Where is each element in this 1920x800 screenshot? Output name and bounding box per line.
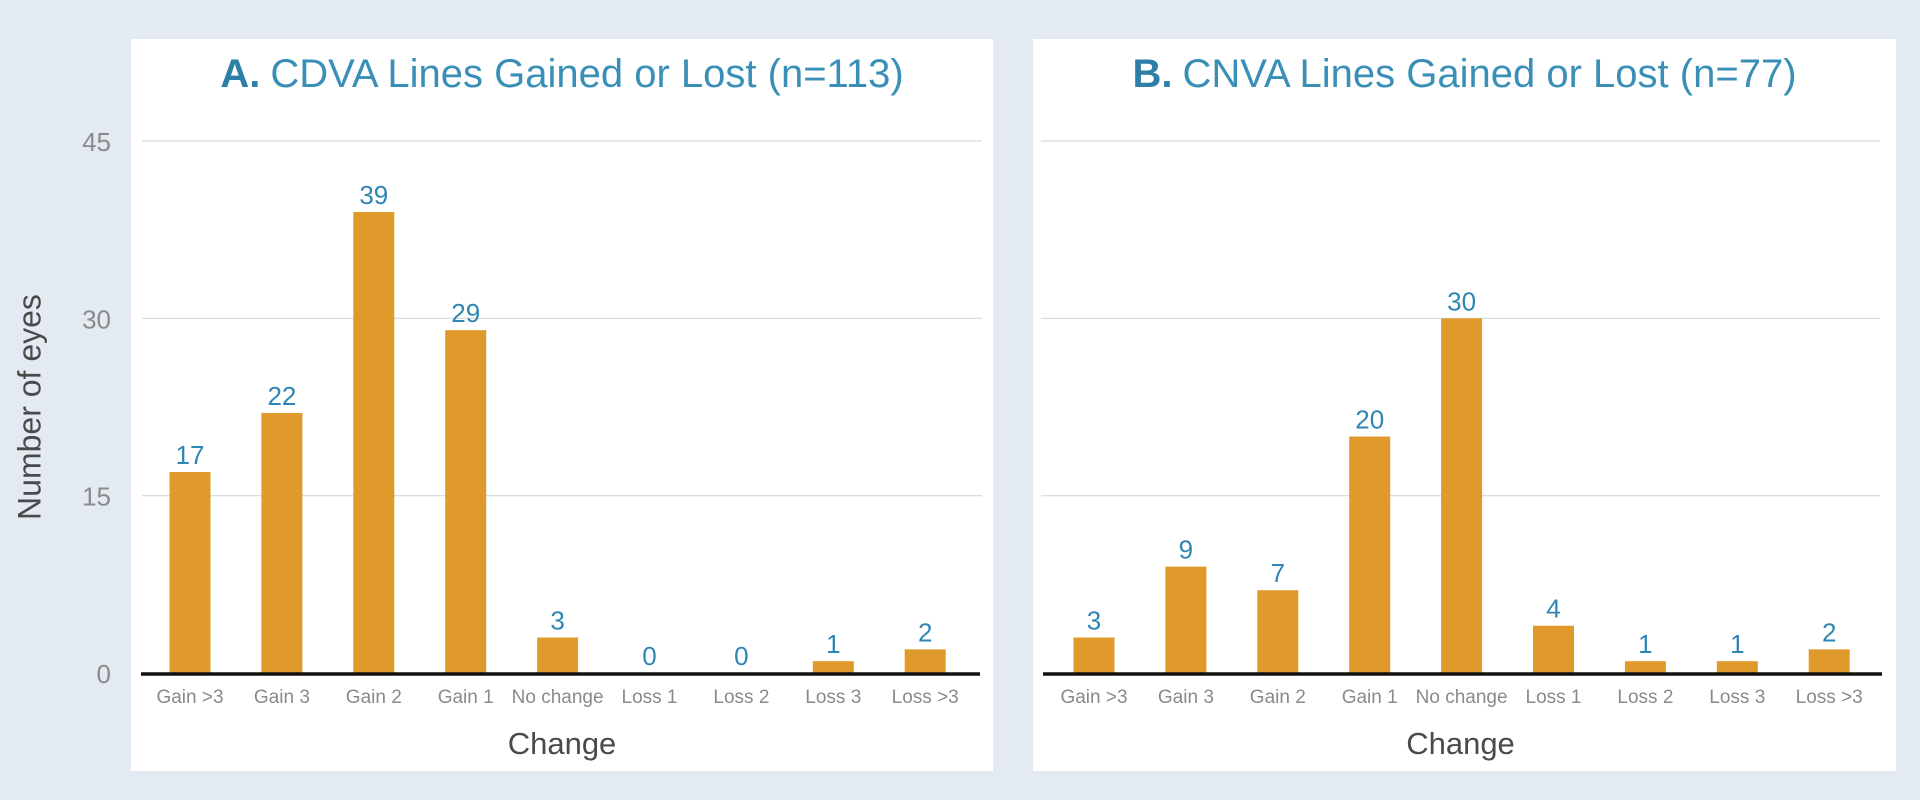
data-label: 2 <box>1822 617 1836 647</box>
panel-b-title: B. CNVA Lines Gained or Lost (n=77) <box>1033 46 1896 102</box>
panel-a-title-text: CDVA Lines Gained or Lost (n=113) <box>270 52 904 96</box>
data-label: 1 <box>826 629 840 659</box>
data-label: 0 <box>734 641 748 671</box>
bar-a-7 <box>812 661 854 673</box>
panel-b-title-text: CNVA Lines Gained or Lost (n=77) <box>1182 52 1797 96</box>
bar-b-7 <box>1716 661 1758 673</box>
bar-a-4 <box>537 637 579 673</box>
bar-a-0 <box>169 472 211 673</box>
data-label: 9 <box>1179 535 1193 565</box>
bar-b-5 <box>1533 625 1574 673</box>
data-label: 3 <box>1087 606 1101 636</box>
bar-a-8 <box>904 649 946 673</box>
bar-b-4 <box>1441 318 1483 673</box>
x-tick-label: Gain 3 <box>1158 687 1214 708</box>
x-tick-label: No change <box>512 687 604 708</box>
bar-a-1 <box>261 412 303 673</box>
x-tick-label: Loss 3 <box>1709 687 1765 708</box>
x-tick-label: No change <box>1416 687 1508 708</box>
data-label: 0 <box>642 641 656 671</box>
bar-b-6 <box>1624 661 1666 673</box>
chart-b: 3 Gain >3 9 Gain 3 7 Gain 2 20 Gain 1 30 No chang… <box>1041 140 1882 761</box>
data-label: 2 <box>918 617 932 647</box>
data-label: 29 <box>451 298 480 328</box>
bar-b-2 <box>1257 590 1299 673</box>
panel-a-title: A. CDVA Lines Gained or Lost (n=113) <box>131 46 993 102</box>
x-tick-label: Gain 1 <box>1342 687 1398 708</box>
x-axis-label-b: Change <box>1406 726 1515 761</box>
panel-a-letter: A. <box>220 52 261 96</box>
y-tick-label: 15 <box>82 482 111 512</box>
data-label: 4 <box>1546 594 1560 624</box>
bar-b-1 <box>1165 566 1207 673</box>
data-label: 3 <box>550 606 564 636</box>
bar-b-3 <box>1349 436 1391 673</box>
x-tick-label: Gain 2 <box>1250 687 1306 708</box>
x-tick-label: Gain >3 <box>156 687 223 708</box>
x-tick-label: Gain 3 <box>254 687 310 708</box>
bar-a-2 <box>353 211 395 673</box>
x-tick-label: Gain 1 <box>438 687 494 708</box>
x-tick-label: Gain 2 <box>346 687 402 708</box>
bar-b-8 <box>1808 649 1850 673</box>
y-tick-label: 30 <box>82 304 111 334</box>
x-tick-label: Loss 2 <box>1617 687 1673 708</box>
x-tick-label: Loss 1 <box>1526 687 1582 708</box>
x-tick-label: Gain >3 <box>1060 687 1127 708</box>
x-tick-label: Loss >3 <box>892 687 959 708</box>
y-tick-label: 45 <box>82 127 111 157</box>
data-label: 1 <box>1730 629 1744 659</box>
bar-a-3 <box>445 330 487 673</box>
y-tick-label: 0 <box>97 659 111 689</box>
x-tick-label: Loss 1 <box>622 687 678 708</box>
x-axis-label-a: Change <box>508 726 617 761</box>
data-label: 22 <box>267 381 296 411</box>
x-tick-label: Loss 3 <box>805 687 861 708</box>
data-label: 1 <box>1638 629 1652 659</box>
bar-b-0 <box>1073 637 1115 673</box>
panel-b-letter: B. <box>1132 52 1173 96</box>
x-tick-label: Loss 2 <box>713 687 769 708</box>
x-tick-label: Loss >3 <box>1796 687 1863 708</box>
data-label: 20 <box>1355 405 1384 435</box>
data-label: 39 <box>359 180 388 210</box>
data-label: 17 <box>176 440 205 470</box>
data-label: 7 <box>1271 558 1285 588</box>
data-label: 30 <box>1447 286 1476 316</box>
